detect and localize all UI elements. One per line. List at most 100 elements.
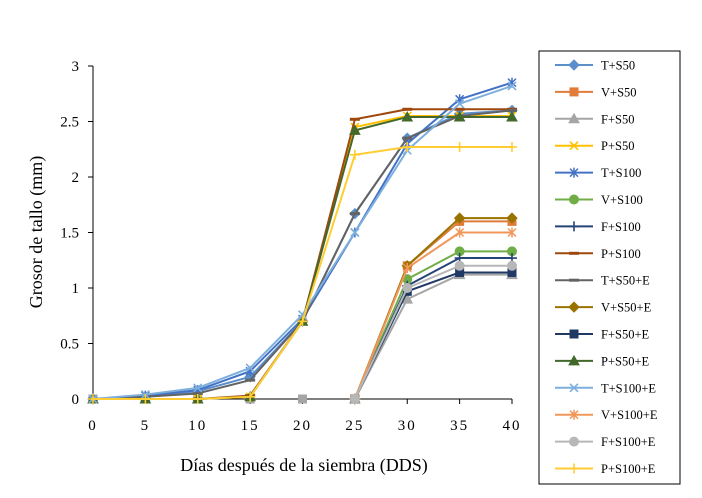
series-line: [353, 250, 512, 400]
y-tick-label: 1: [72, 281, 80, 297]
y-tick-label: 2.5: [60, 115, 79, 131]
data-point: [453, 212, 466, 224]
data-point: [349, 394, 360, 404]
legend-marker: [569, 409, 579, 420]
legend-item: P+S50+E: [555, 354, 650, 368]
legend-label: T+S50+E: [601, 274, 650, 288]
data-point: [402, 107, 413, 111]
data-point: [507, 142, 517, 153]
legend-marker: [569, 221, 579, 232]
x-tick-label: 40: [503, 418, 522, 434]
legend-label: T+S100: [601, 166, 641, 180]
legend-item: V+S100: [555, 193, 643, 207]
data-point: [349, 117, 360, 121]
data-point: [193, 383, 203, 393]
legend-marker: [568, 112, 580, 124]
data-point: [507, 227, 517, 238]
legend-label: T+S50: [601, 59, 635, 73]
series-line: [353, 264, 512, 400]
data-point: [401, 111, 414, 122]
legend-item: P+S100+E: [555, 462, 656, 476]
y-tick-label: 0.5: [60, 337, 79, 353]
legend-marker: [569, 141, 579, 151]
data-point: [402, 142, 413, 153]
data-point: [350, 227, 360, 238]
data-point: [507, 260, 517, 271]
y-axis-title: Grosor de tallo (mm): [26, 156, 47, 308]
legend-label: P+S50+E: [601, 354, 650, 368]
x-tick-label: 5: [141, 418, 151, 434]
legend-label: V+S100: [601, 193, 643, 207]
data-point: [455, 227, 465, 238]
legend-item: T+S50+E: [555, 274, 650, 288]
series-group: [87, 77, 518, 405]
series-line: [353, 273, 512, 400]
data-point: [402, 136, 413, 140]
data-point: [245, 391, 256, 402]
legend-marker: [569, 251, 579, 255]
data-point: [245, 378, 256, 382]
legend-item: T+S50: [555, 59, 635, 73]
legend-item: F+S100: [555, 220, 641, 234]
legend-label: T+S100+E: [601, 381, 656, 395]
data-point: [349, 124, 361, 135]
legend-item: T+S100+E: [555, 381, 656, 395]
legend-item: T+S100: [555, 166, 641, 180]
x-tick-label: 25: [345, 418, 364, 434]
legend-label: V+S50: [601, 85, 637, 99]
legend-marker: [569, 87, 579, 97]
legend-label: P+S100+E: [601, 462, 656, 476]
legend-marker: [568, 59, 580, 71]
legend-marker: [569, 167, 579, 178]
legend-marker: [569, 463, 579, 474]
data-point: [297, 316, 308, 327]
x-tick-label: 20: [293, 418, 312, 434]
y-tick-label: 1.5: [60, 226, 79, 242]
legend-label: V+S50+E: [601, 301, 652, 315]
legend-box: [538, 50, 681, 485]
data-point: [507, 108, 517, 112]
x-tick-label: 35: [450, 418, 469, 434]
series-line: [353, 231, 512, 400]
legend: T+S50 V+S50 F+S50 P+S50 T+S100 V+S100 F+S100 P+…: [538, 50, 681, 485]
data-point: [298, 394, 307, 404]
legend-item: F+S100+E: [555, 435, 656, 449]
series-T+S100+E: [88, 81, 517, 404]
data-point: [454, 142, 465, 153]
legend-marker: [569, 278, 579, 282]
y-tick-label: 3: [72, 59, 80, 75]
legend-item: F+S50: [555, 112, 634, 126]
y-tick-label: 2: [72, 170, 80, 186]
legend-item: P+S100: [555, 247, 641, 261]
legend-label: P+S100: [601, 247, 641, 261]
legend-label: V+S100+E: [601, 408, 658, 422]
legend-marker: [569, 194, 579, 205]
series-P+S100+E: [88, 142, 517, 404]
x-tick-label: 10: [188, 418, 207, 434]
data-point: [349, 149, 360, 160]
data-point: [507, 81, 517, 91]
data-point: [454, 260, 465, 271]
x-tick-label: 30: [398, 418, 417, 434]
x-tick-label: 0: [88, 418, 98, 434]
data-point: [192, 394, 203, 404]
data-point: [506, 212, 518, 224]
legend-marker: [569, 329, 579, 339]
data-point: [402, 263, 412, 274]
legend-item: V+S50: [555, 85, 637, 99]
legend-marker: [569, 436, 579, 447]
legend-label: F+S50+E: [601, 328, 650, 342]
legend-item: P+S50: [555, 139, 634, 153]
legend-item: V+S100+E: [555, 408, 658, 422]
legend-marker: [568, 354, 580, 366]
legend-label: F+S100+E: [601, 435, 656, 449]
data-point: [245, 363, 255, 373]
series-F+S100+E: [349, 260, 517, 404]
data-point: [140, 394, 151, 404]
data-point: [506, 111, 518, 122]
legend-label: P+S50: [601, 139, 634, 153]
legend-marker: [568, 301, 580, 313]
data-point: [402, 283, 413, 293]
data-point: [453, 111, 466, 122]
